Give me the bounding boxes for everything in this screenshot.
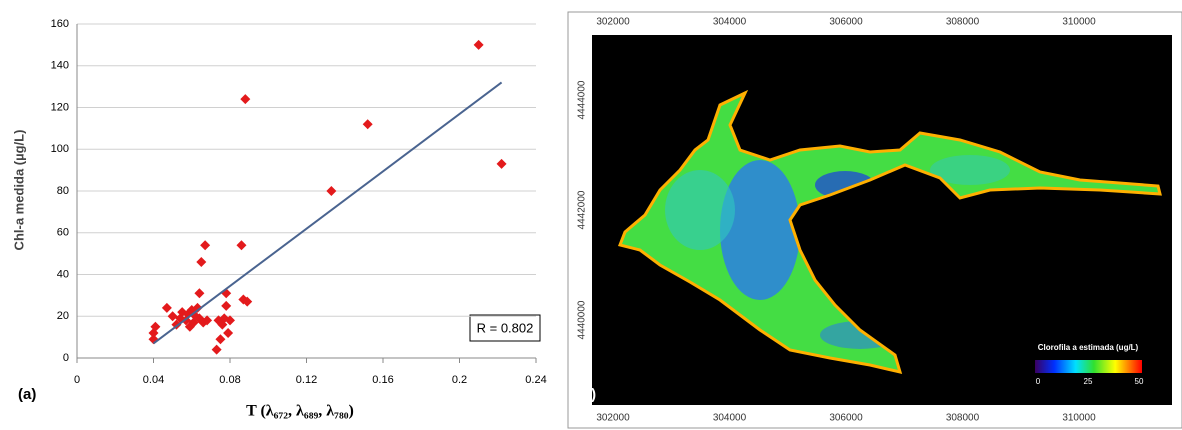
y-tick-label: 120 bbox=[51, 101, 69, 113]
x-tick-label: 0.16 bbox=[372, 374, 393, 386]
y-axis-label: Chl-a medida (µg/L) bbox=[11, 130, 26, 251]
point bbox=[236, 240, 247, 251]
y-tick-label: 20 bbox=[57, 310, 69, 322]
colorbar bbox=[1035, 360, 1142, 373]
point bbox=[211, 344, 222, 355]
easting-label: 302000 bbox=[596, 413, 630, 424]
x-tick-label: 0 bbox=[74, 374, 80, 386]
y-tick-label: 60 bbox=[57, 227, 69, 239]
easting-label: 308000 bbox=[946, 413, 980, 424]
colorbar-title: Clorofila a estimada (ug/L) bbox=[1038, 343, 1139, 352]
annotation: R = 0.802 bbox=[477, 320, 534, 335]
easting-label: 304000 bbox=[713, 17, 747, 28]
easting-label: 306000 bbox=[829, 17, 863, 28]
colorbar-tick: 0 bbox=[1036, 377, 1041, 386]
point bbox=[200, 240, 211, 251]
y-tick-label: 160 bbox=[51, 18, 69, 30]
annotation-box bbox=[469, 314, 541, 342]
colorbar-tick: 50 bbox=[1135, 377, 1144, 386]
point bbox=[196, 256, 207, 267]
panel-label: (b) bbox=[577, 386, 596, 403]
point bbox=[194, 288, 205, 299]
y-tick-label: 100 bbox=[51, 143, 69, 155]
x-tick-label: 0.2 bbox=[452, 374, 467, 386]
point bbox=[242, 296, 253, 307]
northing-label: 4442000 bbox=[577, 190, 588, 229]
x-axis-label: T (λ₆₇₂, λ₆₈₉, λ₇₈₀) bbox=[246, 403, 354, 420]
y-tick-label: 140 bbox=[51, 60, 69, 72]
y-tick-label: 0 bbox=[63, 352, 69, 364]
point bbox=[215, 334, 226, 345]
northing-label: 4444000 bbox=[577, 80, 588, 119]
point bbox=[473, 39, 484, 50]
x-tick-label: 0.24 bbox=[525, 374, 546, 386]
y-tick-label: 80 bbox=[57, 185, 69, 197]
point bbox=[225, 315, 235, 326]
point bbox=[221, 300, 232, 311]
lake-patch bbox=[665, 170, 735, 250]
point bbox=[240, 94, 251, 105]
panel-label: (a) bbox=[18, 386, 36, 403]
point bbox=[167, 311, 178, 322]
point bbox=[326, 186, 337, 196]
point bbox=[223, 327, 234, 338]
x-tick-label: 0.08 bbox=[219, 374, 240, 386]
y-tick-label: 40 bbox=[57, 268, 69, 280]
colorbar-tick: 25 bbox=[1084, 377, 1093, 386]
northing-label: 4440000 bbox=[577, 300, 588, 339]
lake-patch bbox=[720, 160, 800, 300]
point bbox=[496, 158, 507, 169]
point bbox=[192, 302, 203, 313]
easting-label: 302000 bbox=[596, 17, 630, 28]
point bbox=[362, 119, 373, 130]
point bbox=[202, 315, 213, 326]
easting-label: 306000 bbox=[829, 413, 863, 424]
point bbox=[150, 321, 161, 332]
x-tick-label: 0.04 bbox=[143, 374, 164, 386]
easting-label: 304000 bbox=[713, 413, 747, 424]
point bbox=[161, 302, 172, 313]
easting-label: 308000 bbox=[946, 17, 980, 28]
easting-label: 310000 bbox=[1062, 17, 1096, 28]
trendline bbox=[152, 81, 503, 345]
lake-patch bbox=[930, 155, 1010, 185]
easting-label: 310000 bbox=[1062, 413, 1096, 424]
x-tick-label: 0.12 bbox=[296, 374, 317, 386]
